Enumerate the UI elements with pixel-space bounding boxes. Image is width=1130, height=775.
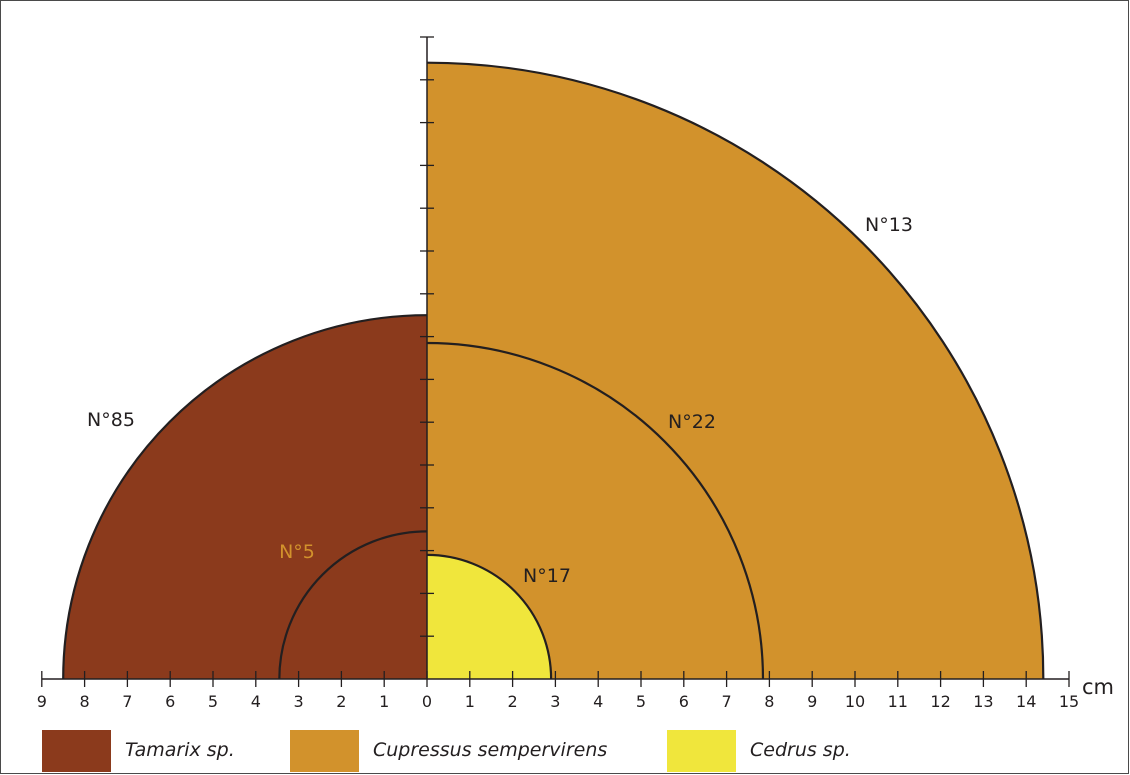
arc-labels: N°13 N°85 N°22 N°5 N°17 <box>87 214 913 587</box>
x-tick-label: 10 <box>845 692 865 711</box>
arc-outline-N85 <box>62 314 428 680</box>
legend: Tamarix sp. Cupressus sempervirens Cedrus … <box>42 730 851 772</box>
x-tick-label: 14 <box>1016 692 1036 711</box>
x-tick-label: 12 <box>930 692 950 711</box>
x-axis-unit: cm <box>1082 675 1114 699</box>
x-tick-label: 5 <box>636 692 646 711</box>
legend-label: Cedrus sp. <box>750 739 851 761</box>
x-tick-label: 4 <box>251 692 261 711</box>
arc-label-N85: N°85 <box>87 409 135 431</box>
x-tick-label: 2 <box>336 692 346 711</box>
x-tick-label: 7 <box>122 692 132 711</box>
x-tick-label: 0 <box>422 692 432 711</box>
arc-fill-N13 <box>427 62 1044 680</box>
legend-swatch <box>42 730 111 772</box>
arc-outline-N13 <box>426 61 1045 680</box>
arc-outline-N22 <box>426 341 765 680</box>
x-tick-label: 1 <box>379 692 389 711</box>
legend-label: Cupressus sempervirens <box>373 739 607 761</box>
arc-outlines <box>62 61 1045 680</box>
arc-outline-N5 <box>278 530 428 680</box>
arc-outline-N17 <box>426 553 553 680</box>
x-tick-label: 6 <box>679 692 689 711</box>
x-tick-label: 1 <box>465 692 475 711</box>
x-tick-label: 13 <box>973 692 993 711</box>
legend-swatch <box>290 730 359 772</box>
arc-fill-N17 <box>427 554 552 679</box>
x-tick-label: 7 <box>722 692 732 711</box>
x-tick-label: 9 <box>807 692 817 711</box>
legend-swatch <box>667 730 736 772</box>
arc-label-N13: N°13 <box>865 214 913 236</box>
arc-fills <box>63 62 1044 680</box>
x-tick-label: 9 <box>37 692 47 711</box>
arc-label-N5: N°5 <box>279 541 315 563</box>
x-tick-label: 3 <box>294 692 304 711</box>
legend-label: Tamarix sp. <box>125 739 235 761</box>
x-tick-label: 4 <box>593 692 603 711</box>
arc-label-N22: N°22 <box>668 411 716 433</box>
x-tick-label: 11 <box>888 692 908 711</box>
x-tick-label: 3 <box>550 692 560 711</box>
x-tick-label: 8 <box>764 692 774 711</box>
arc-label-N17: N°17 <box>523 565 571 587</box>
x-tick-label: 5 <box>208 692 218 711</box>
x-tick-label: 8 <box>80 692 90 711</box>
x-tick-label: 15 <box>1059 692 1079 711</box>
x-tick-label: 6 <box>165 692 175 711</box>
x-tick-label: 2 <box>508 692 518 711</box>
arc-fill-N85 <box>63 315 427 679</box>
